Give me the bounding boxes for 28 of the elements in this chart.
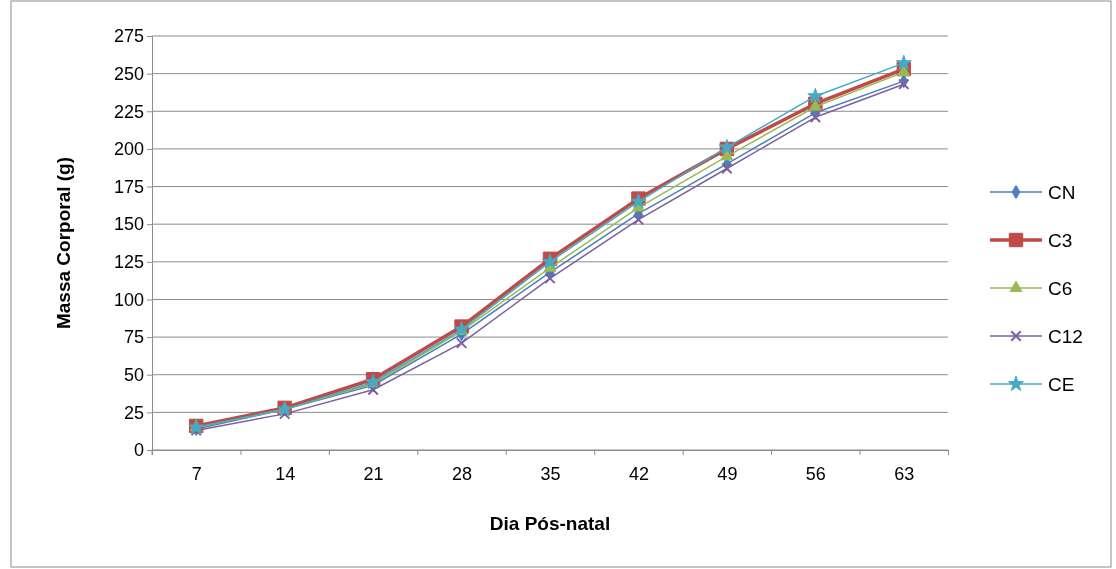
x-tick-label: 28 (452, 463, 473, 484)
y-tick-label: 25 (123, 402, 144, 423)
x-tick-label: 14 (275, 463, 296, 484)
y-tick-label: 150 (113, 214, 144, 235)
y-axis-title: Massa Corporal (g) (53, 156, 74, 330)
x-tick-label: 56 (805, 463, 826, 484)
x-tick-label: 49 (717, 463, 738, 484)
x-tick-label: 7 (191, 463, 202, 484)
x-tick-label: 35 (540, 463, 561, 484)
y-tick-label: 200 (113, 139, 144, 160)
y-tick-label: 50 (123, 364, 144, 385)
y-tick-label: 225 (113, 101, 144, 122)
legend-label: C3 (1048, 230, 1073, 251)
legend-label: CN (1048, 182, 1076, 203)
legend-label: C6 (1048, 278, 1073, 299)
y-tick-label: 0 (133, 440, 144, 461)
y-tick-label: 100 (113, 289, 144, 310)
y-tick-label: 75 (123, 327, 144, 348)
x-tick-label: 21 (363, 463, 384, 484)
y-tick-label: 175 (113, 176, 144, 197)
y-tick-label: 275 (113, 26, 144, 47)
x-tick-label: 42 (628, 463, 649, 484)
x-tick-label: 63 (894, 463, 915, 484)
x-axis-title: Dia Pós-natal (489, 513, 611, 534)
legend-label: C12 (1048, 326, 1083, 347)
y-tick-label: 125 (113, 252, 144, 273)
legend-label: CE (1048, 374, 1075, 395)
y-tick-label: 250 (113, 63, 144, 84)
